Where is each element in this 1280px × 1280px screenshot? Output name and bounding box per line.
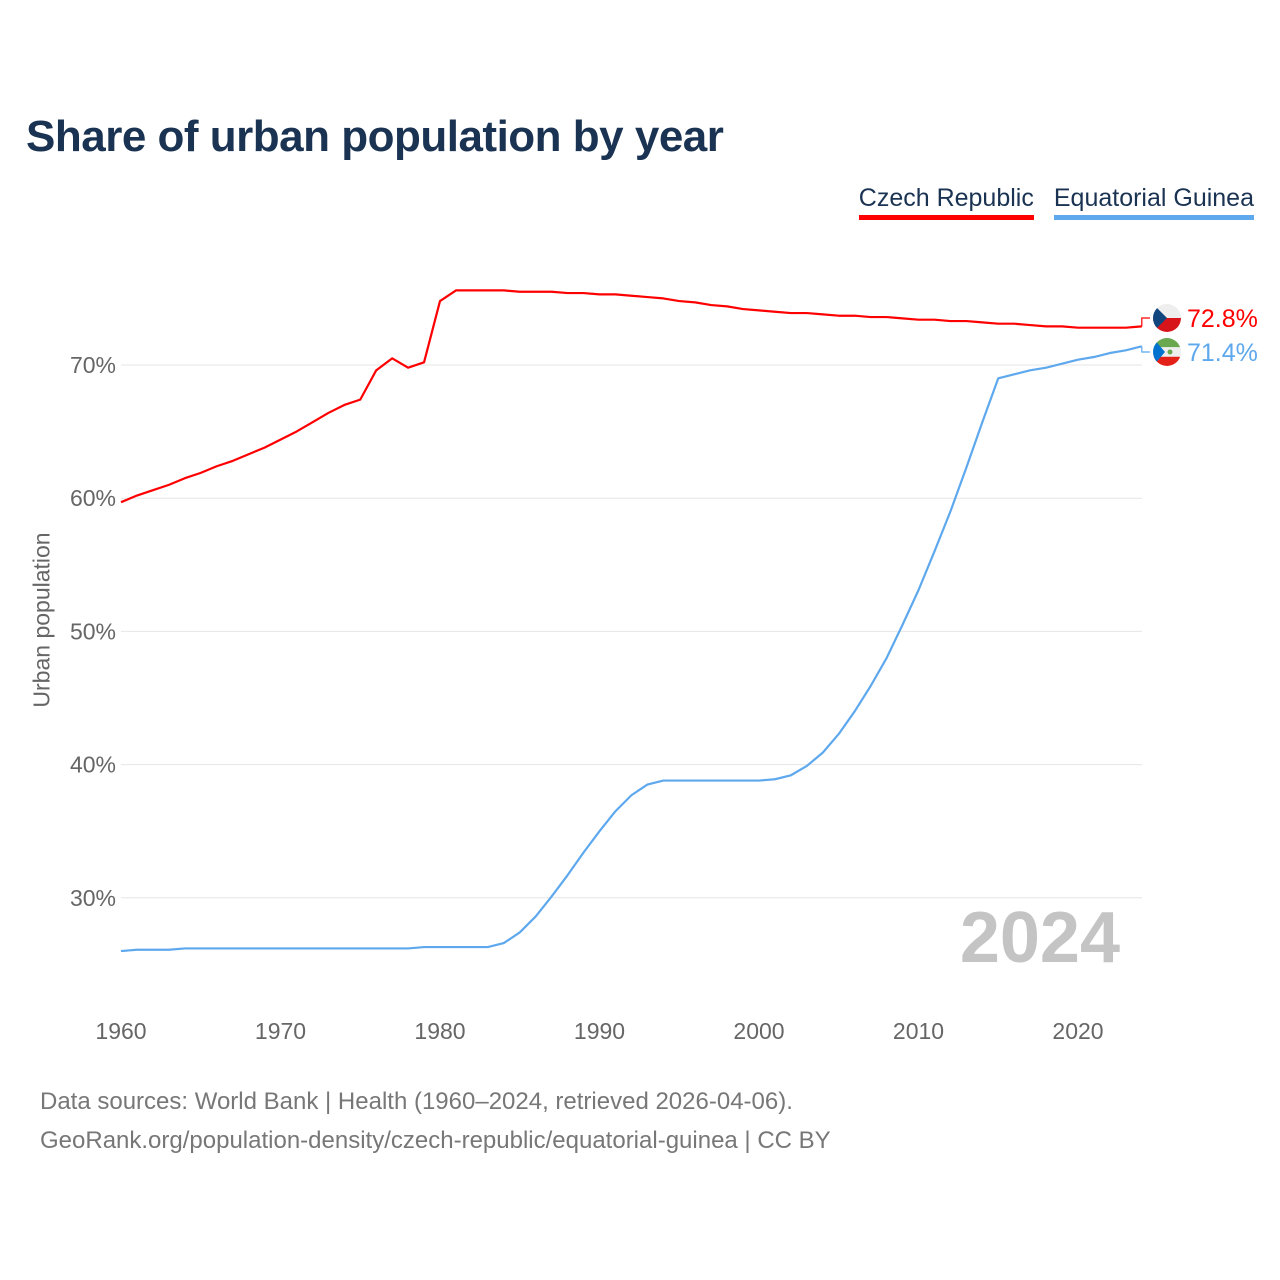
- x-tick-label: 2010: [893, 1018, 944, 1044]
- series-line-0: [120, 289, 1142, 504]
- end-value-label: 71.4%: [1187, 339, 1258, 367]
- x-tick-label: 2000: [733, 1018, 784, 1044]
- chart-title: Share of urban population by year: [26, 112, 724, 161]
- x-tick-label: 2020: [1052, 1018, 1103, 1044]
- x-tick-label: 1960: [95, 1018, 146, 1044]
- legend: Czech Republic Equatorial Guinea: [858, 184, 1254, 220]
- x-tick-label: 1970: [255, 1018, 306, 1044]
- source-line: Data sources: World Bank | Health (1960–…: [40, 1088, 793, 1115]
- y-tick-label: 30%: [70, 885, 116, 911]
- series-line-1: [120, 345, 1143, 953]
- end-value-label: 72.8%: [1187, 305, 1258, 333]
- legend-czech-republic[interactable]: Czech Republic: [858, 184, 1034, 220]
- year-watermark: 2024: [960, 898, 1120, 978]
- y-tick-label: 60%: [70, 485, 116, 511]
- leader-line: [1141, 317, 1150, 327]
- y-tick-label: 40%: [70, 752, 116, 778]
- y-tick-label: 50%: [70, 618, 116, 644]
- x-tick-label: 1980: [414, 1018, 465, 1044]
- y-tick-label: 70%: [70, 352, 116, 378]
- czech-flag-icon: [1153, 304, 1181, 332]
- x-tick-label: 1990: [574, 1018, 625, 1044]
- leader-line: [1141, 346, 1150, 353]
- equatorial-guinea-flag-icon: [1153, 338, 1181, 366]
- source-link[interactable]: GeoRank.org/population-density/czech-rep…: [40, 1127, 831, 1154]
- legend-equatorial-guinea[interactable]: Equatorial Guinea: [1053, 184, 1254, 220]
